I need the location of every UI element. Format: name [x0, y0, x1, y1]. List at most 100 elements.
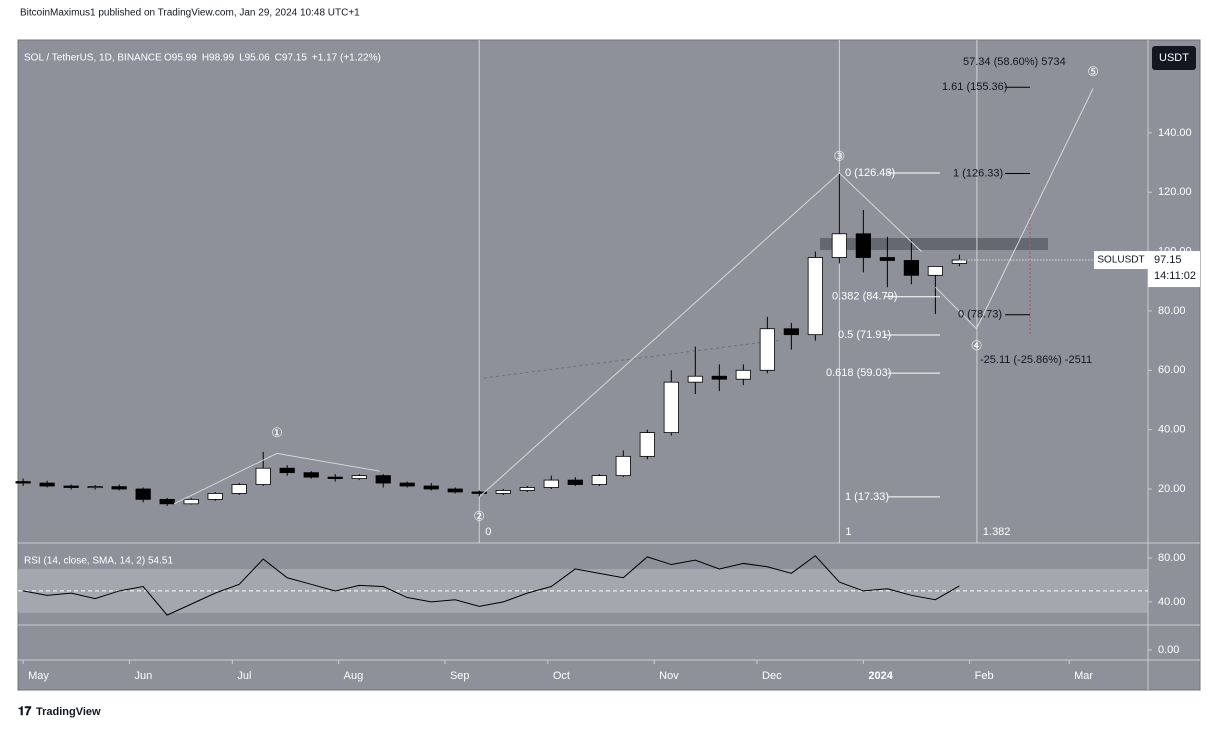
x-tick-label: Nov	[659, 670, 679, 682]
time-fib-label: 1.382	[983, 526, 1011, 538]
last-price: 97.15	[1154, 254, 1182, 266]
x-tick-label: Dec	[762, 670, 782, 682]
candle-body	[279, 467, 295, 474]
candle-body	[951, 259, 967, 264]
candle-body	[207, 493, 223, 500]
currency-box	[1152, 46, 1196, 70]
candle-body	[375, 475, 391, 484]
y-tick-label: 40.00	[1158, 424, 1186, 436]
wave-line	[173, 88, 1094, 505]
candle-body	[351, 475, 367, 480]
candle-body	[807, 257, 823, 336]
fib-label: 0 (126.48)	[845, 167, 895, 179]
candle-body	[855, 233, 871, 258]
symbol-box	[1094, 251, 1148, 270]
y-tick-label: 80.00	[1158, 552, 1186, 564]
symbol-label: SOLUSDT	[1097, 255, 1144, 266]
x-tick-label: Mar	[1074, 670, 1093, 682]
candle-body	[471, 491, 487, 494]
candle-body	[519, 487, 535, 491]
x-tick-label: Sep	[450, 670, 470, 682]
candle-body	[135, 488, 151, 500]
publisher: BitcoinMaximus1 published on TradingView…	[20, 8, 360, 19]
candle-body	[711, 375, 727, 380]
y-tick-label: 20.00	[1158, 483, 1186, 495]
candle-body	[495, 490, 511, 494]
ohlc-value: L95.06	[239, 53, 270, 64]
x-tick-label: Jul	[237, 670, 251, 682]
x-tick-label: Jun	[134, 670, 152, 682]
candle-body	[735, 369, 751, 380]
trend-line	[483, 339, 781, 379]
candle-body	[639, 432, 655, 457]
time-fib-label: 0	[485, 526, 491, 538]
candle-body	[111, 486, 127, 490]
candle-body	[567, 479, 583, 485]
currency: USDT	[1159, 52, 1189, 64]
x-tick-label: May	[28, 670, 49, 682]
annotation: 57.34 (58.60%) 5734	[963, 56, 1066, 68]
rsi-value: 54.51	[148, 556, 173, 567]
rsi-line	[23, 555, 960, 616]
y-tick-label: 0.00	[1158, 644, 1179, 656]
candle-body	[15, 481, 31, 484]
candle-body	[663, 381, 679, 434]
y-tick-label: 80.00	[1158, 305, 1186, 317]
candle-body	[423, 485, 439, 490]
x-tick-label: Aug	[344, 670, 364, 682]
fib-label: 0.382 (84.79)	[832, 291, 897, 303]
wave-label: ③	[834, 148, 846, 163]
candle-body	[543, 479, 559, 488]
ohlc-value: H98.99	[202, 53, 235, 64]
candle-body	[759, 328, 775, 371]
rsi-title: RSI (14, close, SMA, 14, 2)	[24, 556, 145, 567]
fib-label: 1 (17.33)	[845, 491, 889, 503]
candle-body	[159, 498, 175, 505]
wave-label: ⑤	[1087, 64, 1099, 79]
candle-body	[303, 472, 319, 478]
x-tick-label: 2024	[868, 670, 893, 682]
x-tick-label: Feb	[975, 670, 994, 682]
candle-body	[87, 486, 103, 489]
candle-body	[831, 233, 847, 258]
candle-body	[927, 266, 943, 276]
fib-label: 1 (126.33)	[953, 167, 1003, 179]
wave-label: ②	[473, 508, 485, 523]
candle-body	[399, 482, 415, 487]
fib-label: 0.5 (71.91)	[838, 329, 891, 341]
fib-label: 1.61 (155.36)	[942, 81, 1007, 93]
brand: TradingView	[36, 706, 101, 718]
candle-body	[39, 482, 55, 487]
ohlc-value: +1.17 (+1.22%)	[312, 53, 381, 64]
candle-body	[63, 485, 79, 488]
x-tick-label: Oct	[553, 670, 570, 682]
fib-label: 0 (78.73)	[958, 309, 1002, 321]
candle-body	[879, 257, 895, 261]
ohlc-value: C97.15	[275, 53, 308, 64]
candle-body	[591, 475, 607, 485]
candle-body	[255, 467, 271, 485]
candle-body	[687, 375, 703, 383]
candle-body	[447, 488, 463, 493]
candle-body	[783, 328, 799, 336]
countdown: 14:11:02	[1154, 270, 1196, 282]
fib-label: 0.618 (59.03)	[826, 367, 891, 379]
y-tick-label: 60.00	[1158, 364, 1186, 376]
wave-label: ①	[271, 425, 283, 440]
candle-body	[327, 476, 343, 480]
candle-body	[183, 498, 199, 505]
candle-body	[903, 260, 919, 276]
wave-label: ④	[971, 338, 983, 353]
price-box	[1148, 251, 1200, 288]
chart-title: SOL / TetherUS, 1D, BINANCE	[24, 53, 162, 64]
ohlc-value: O95.99	[164, 53, 197, 64]
candle-body	[615, 455, 631, 477]
brand-logo: 𝟏𝟕	[18, 704, 32, 718]
resistance-zone	[820, 238, 1048, 250]
annotation: -25.11 (-25.86%) -2511	[980, 354, 1092, 366]
y-tick-label: 40.00	[1158, 596, 1186, 608]
y-tick-label: 140.00	[1158, 127, 1192, 139]
y-tick-label: 120.00	[1158, 186, 1192, 198]
